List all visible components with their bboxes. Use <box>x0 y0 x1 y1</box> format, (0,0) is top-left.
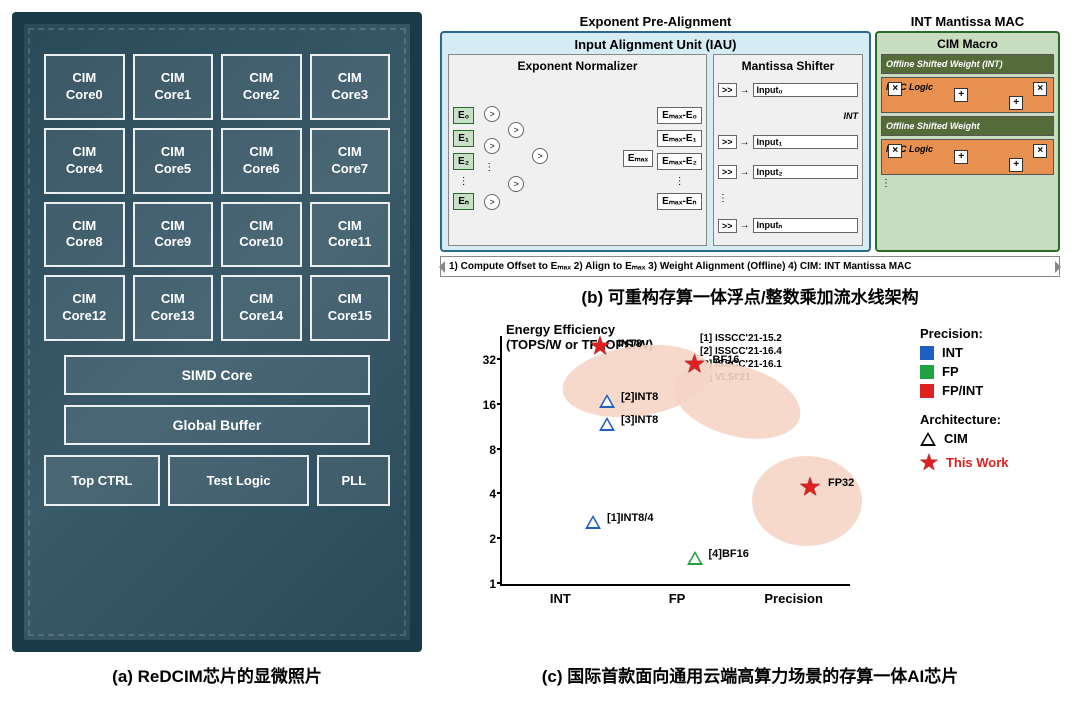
cim-core: CIMCore1 <box>133 54 214 120</box>
exponent-normalizer: Exponent Normalizer E₀E₁E₂⋮Eₙ > > > > > … <box>448 54 707 246</box>
cim-core: CIMCore7 <box>310 128 391 194</box>
cim-core: CIMCore2 <box>221 54 302 120</box>
chart-c: Energy Efficiency(TOPS/W or TFLOPS/W) [1… <box>440 316 1060 634</box>
cim-macro: CIM Macro Offline Shifted Weight (INT) M… <box>875 31 1060 252</box>
data-point <box>687 551 703 565</box>
caption-b: (b) 可重构存算一体浮点/整数乘加流水线架构 <box>440 283 1060 308</box>
comparator-tree: > > > > > > ⋮ <box>478 98 619 218</box>
legend: Precision: INTFPFP/INT Architecture: CIM… <box>920 326 1060 479</box>
plot-area: 12481632INTFPPrecision★INT8★BF16★FP32[2]… <box>500 336 850 586</box>
cim-core: CIMCore12 <box>44 275 125 341</box>
mac-logic-1: MAC Logic × × + + <box>881 77 1054 113</box>
data-point <box>599 417 615 431</box>
test-logic-block: Test Logic <box>168 455 310 506</box>
cim-core: CIMCore4 <box>44 128 125 194</box>
cim-core: CIMCore14 <box>221 275 302 341</box>
data-point <box>599 394 615 408</box>
chip-die: CIMCore0CIMCore1CIMCore2CIMCore3 CIMCore4… <box>12 12 422 652</box>
emax-box: Eₘₐₓ <box>623 150 653 167</box>
cim-core: CIMCore13 <box>133 275 214 341</box>
top-ctrl-block: Top CTRL <box>44 455 160 506</box>
caption-c: (c) 国际首款面向通用云端高算力场景的存算一体AI芯片 <box>440 662 1060 687</box>
prealign-label: Exponent Pre-Alignment <box>440 12 871 31</box>
cim-core: CIMCore10 <box>221 202 302 268</box>
data-point: ★ <box>588 330 611 361</box>
diagram-b: Exponent Pre-Alignment Input Alignment U… <box>440 12 1060 252</box>
core-grid: CIMCore0CIMCore1CIMCore2CIMCore3 CIMCore4… <box>44 54 390 341</box>
cim-core: CIMCore11 <box>310 202 391 268</box>
pll-block: PLL <box>317 455 390 506</box>
offline-shifted-weight: Offline Shifted Weight (INT) <box>881 54 1054 74</box>
caption-a: (a) ReDCIM芯片的显微照片 <box>12 662 422 687</box>
cim-core: CIMCore8 <box>44 202 125 268</box>
cim-core: CIMCore6 <box>221 128 302 194</box>
data-point <box>585 515 601 529</box>
cim-core: CIMCore5 <box>133 128 214 194</box>
data-point: ★ <box>683 349 706 380</box>
global-buffer-block: Global Buffer <box>64 405 370 445</box>
data-point: ★ <box>798 471 821 502</box>
cim-core: CIMCore9 <box>133 202 214 268</box>
mantissa-mac-label: INT Mantissa MAC <box>875 12 1060 31</box>
iau-title: Input Alignment Unit (IAU) <box>448 37 863 52</box>
simd-block: SIMD Core <box>64 355 370 395</box>
cim-core: CIMCore3 <box>310 54 391 120</box>
offline-shifted-weight-2: Offline Shifted Weight <box>881 116 1054 136</box>
pipeline-steps: 1) Compute Offset to Eₘₐₓ 2) Align to Eₘ… <box>440 256 1060 277</box>
cim-core: CIMCore15 <box>310 275 391 341</box>
mantissa-shifter: Mantissa Shifter >>→Input₀INT>>→Input₁>>… <box>713 54 863 246</box>
mac-logic-2: MAC Logic × × + + <box>881 139 1054 175</box>
cim-core: CIMCore0 <box>44 54 125 120</box>
